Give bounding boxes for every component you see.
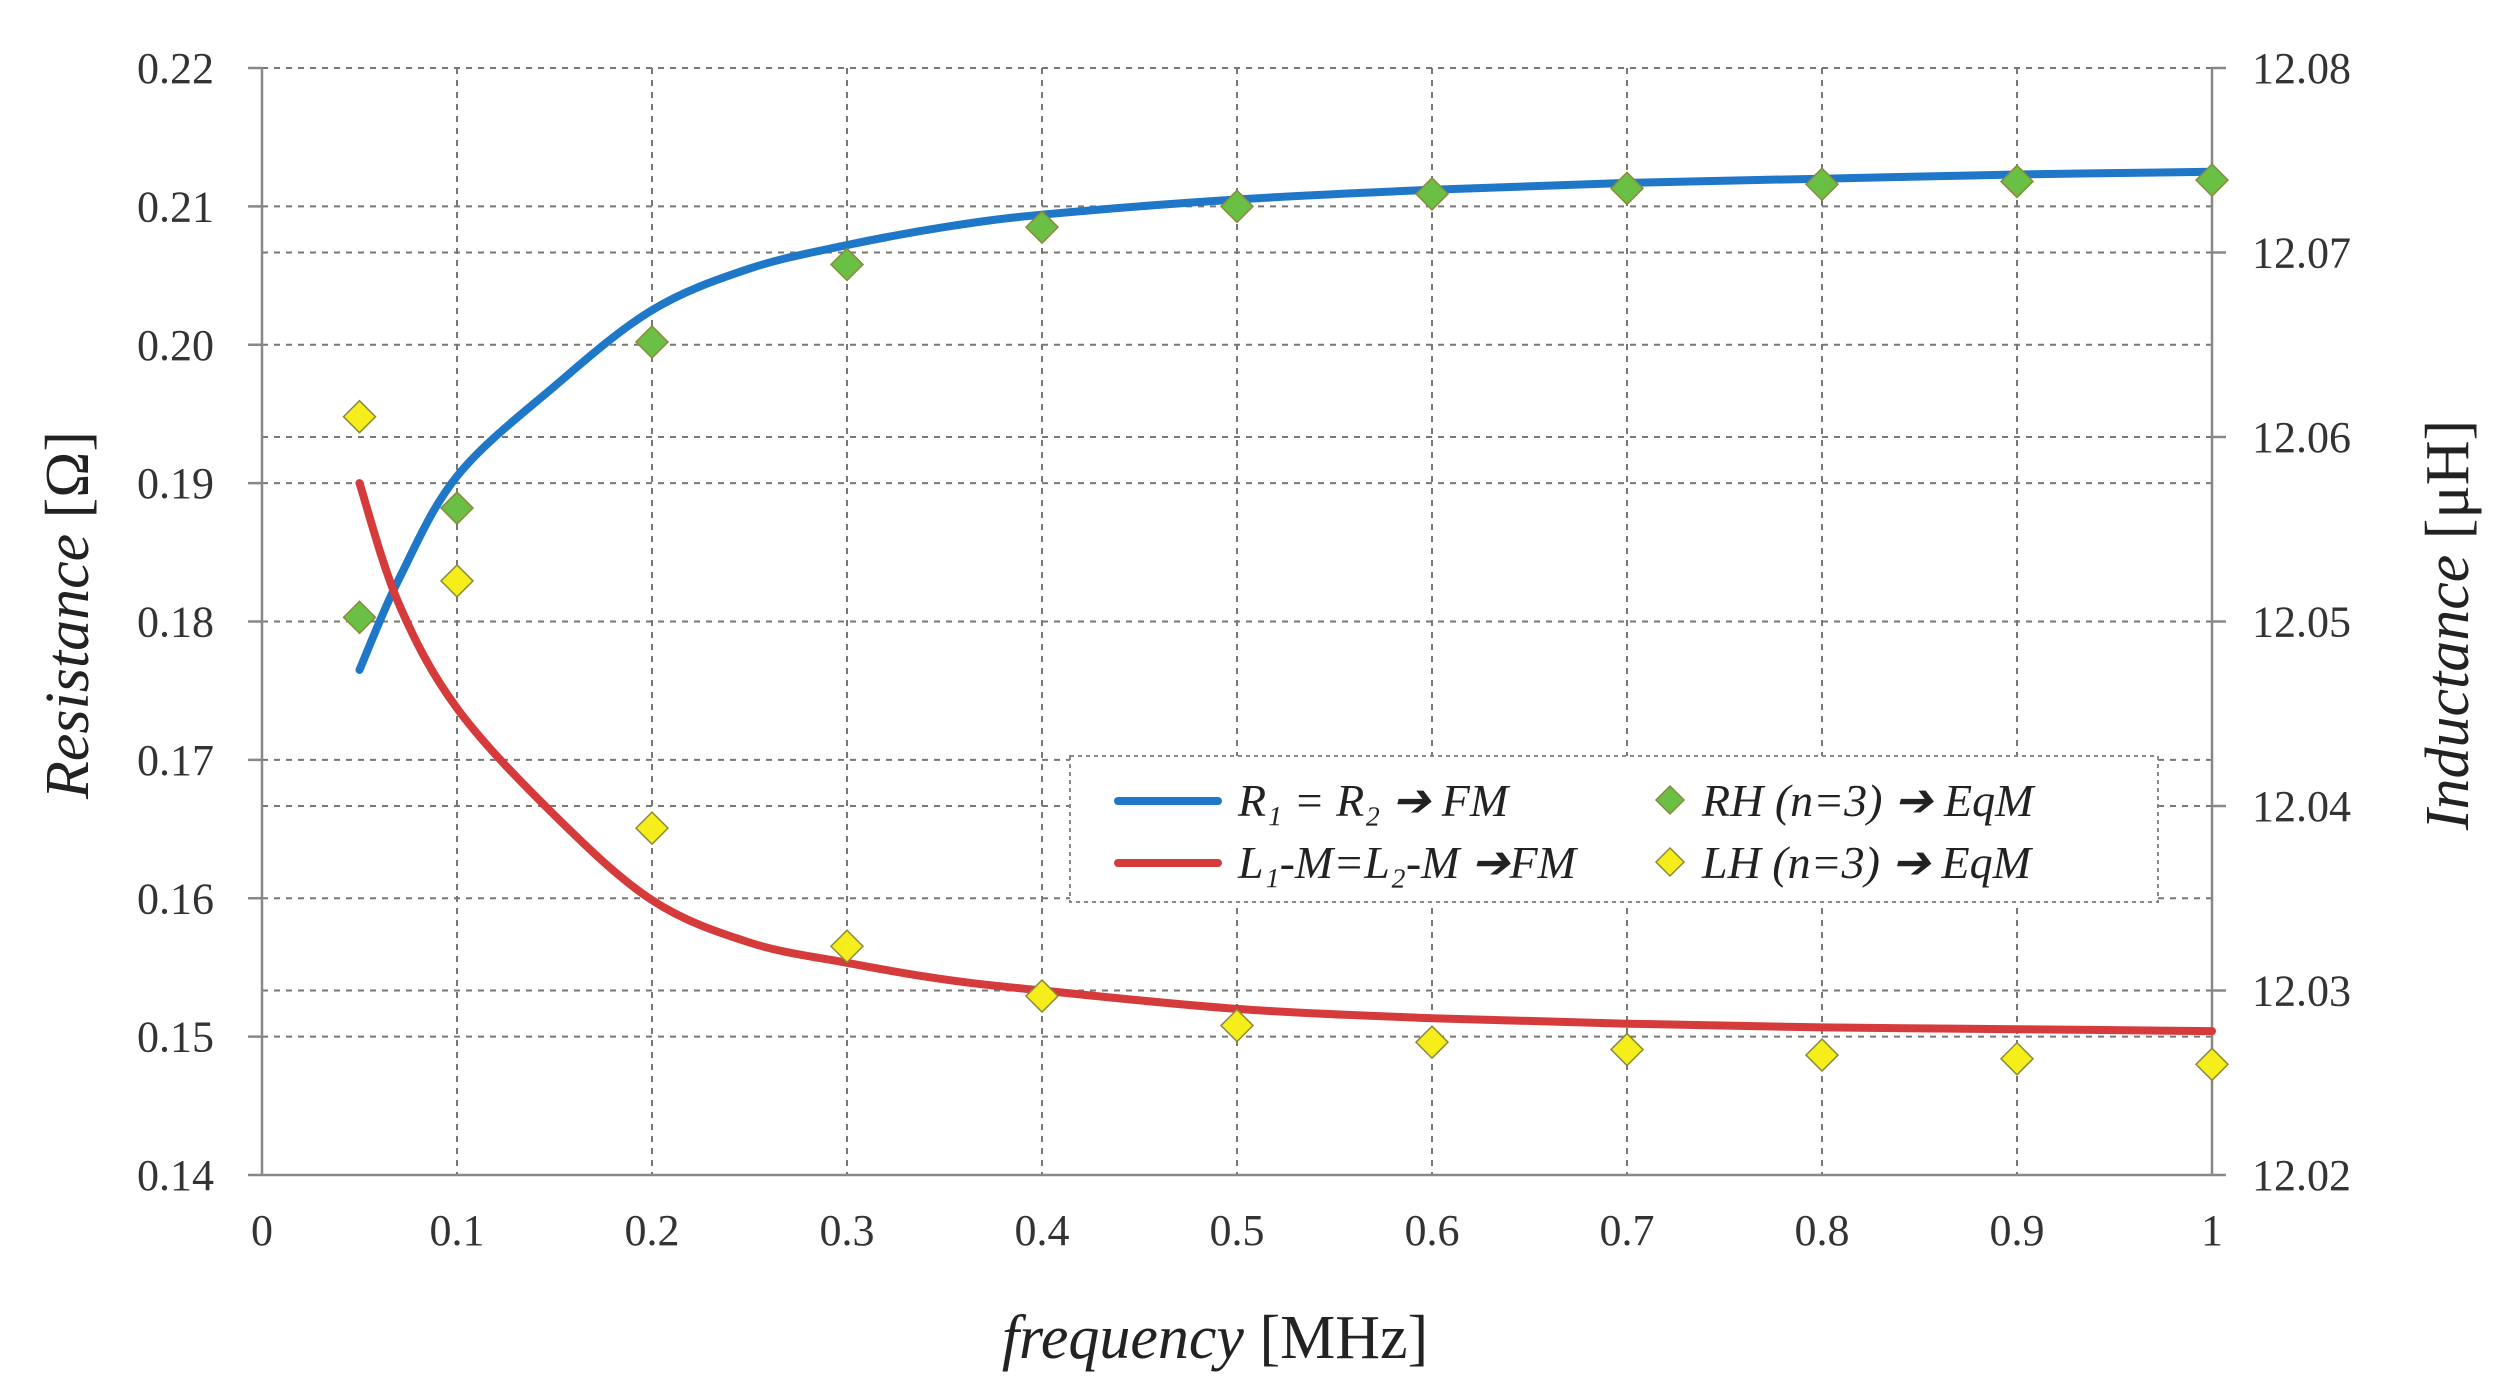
lh-eqm-point [1609, 1032, 1645, 1067]
y-right-tick-label: 12.07 [2252, 229, 2351, 278]
lh-eqm-point [439, 563, 475, 598]
lh-eqm-point [1414, 1025, 1450, 1060]
x-axis-title-unit: [MHz] [1259, 1304, 1428, 1372]
x-axis-title: frequency [MHz] [1002, 1304, 1428, 1372]
rh-eqm-point [1024, 210, 1060, 245]
lh-eqm-point [829, 929, 865, 964]
series-layer [342, 163, 2230, 1082]
y-axis-left-title: Resistance [Ω] [34, 431, 102, 800]
rh-eqm-point [1804, 167, 1840, 202]
x-tick-label: 1 [2201, 1206, 2223, 1255]
y-left-tick-label: 0.21 [137, 182, 214, 231]
x-axis-title-italic: frequency [1002, 1304, 1245, 1372]
rh-eqm-point [1414, 176, 1450, 211]
rh-eqm-point [1609, 171, 1645, 206]
lh-eqm-point [1024, 978, 1060, 1014]
rh-eqm-point [1999, 164, 2035, 199]
lh-eqm-point [1804, 1038, 1840, 1073]
y-left-tick-label: 0.19 [137, 459, 214, 508]
x-tick-label: 0 [251, 1206, 273, 1255]
y-left-tick-label: 0.17 [137, 736, 214, 785]
y-right-tick-label: 12.06 [2252, 413, 2351, 462]
x-tick-label: 0.5 [1210, 1206, 1265, 1255]
lh-eqm-point [634, 811, 670, 846]
series-line-inductance-fm [355, 479, 2216, 1036]
lh-eqm-point [1219, 1008, 1255, 1043]
y-left-tick-label: 0.22 [137, 44, 214, 93]
y-left-tick-label: 0.14 [137, 1151, 214, 1200]
x-tick-label: 0.4 [1015, 1206, 1070, 1255]
y-axis-right-title-unit: [μH] [2414, 420, 2482, 539]
rh-eqm-point [829, 247, 865, 282]
tick-labels: 0 0.1 0.2 0.3 0.4 0.5 0.6 0.7 0.8 0.9 1 0.14 0.15 0.1… [137, 44, 2351, 1255]
rh-eqm-point [2194, 163, 2230, 198]
legend-label: L₁-M=L₂-M ➔FM [1237, 837, 1579, 888]
y-axis-left-title-unit: [Ω] [34, 431, 102, 518]
x-tick-label: 0.7 [1600, 1206, 1655, 1255]
lh-eqm-point [2194, 1047, 2230, 1082]
y-axis-right-title: Inductance [μH] [2414, 420, 2482, 831]
y-right-tick-label: 12.04 [2252, 782, 2351, 831]
x-tick-label: 0.8 [1795, 1206, 1850, 1255]
rh-eqm-point [634, 324, 670, 360]
legend-box [1069, 755, 2159, 903]
legend: R₁ = R₂ ➔ FM RH (n=3) ➔ EqM L₁-M=L₂-M ➔FM L… [1069, 755, 2159, 903]
x-tick-label: 0.9 [1990, 1206, 2045, 1255]
y-left-tick-label: 0.15 [137, 1013, 214, 1062]
legend-swatch-diamond [1654, 784, 1686, 816]
legend-label: R₁ = R₂ ➔ FM [1237, 775, 1511, 826]
lh-eqm-point [342, 399, 377, 434]
lh-eqm-point [1999, 1041, 2035, 1076]
y-left-tick-label: 0.18 [137, 598, 214, 647]
x-tick-label: 0.2 [625, 1206, 680, 1255]
rh-eqm-point [1219, 189, 1255, 224]
legend-label: LH (n=3) ➔ EqM [1701, 837, 2034, 888]
legend-label: RH (n=3) ➔ EqM [1701, 775, 2036, 826]
rh-eqm-point [439, 490, 475, 526]
y-right-tick-label: 12.02 [2252, 1151, 2351, 1200]
y-axis-left-title-italic: Resistance [34, 534, 102, 800]
x-tick-label: 0.1 [430, 1206, 485, 1255]
y-left-tick-label: 0.20 [137, 321, 214, 370]
axes [248, 66, 2226, 1177]
x-tick-label: 0.3 [820, 1206, 875, 1255]
y-right-tick-label: 12.05 [2252, 598, 2351, 647]
y-left-tick-label: 0.16 [137, 874, 214, 923]
y-right-tick-label: 12.03 [2252, 967, 2351, 1016]
legend-swatch-diamond [1654, 846, 1686, 878]
x-tick-label: 0.6 [1405, 1206, 1460, 1255]
y-axis-right-title-italic: Inductance [2414, 555, 2482, 831]
y-right-tick-label: 12.08 [2252, 44, 2351, 93]
rh-eqm-point [342, 600, 377, 635]
